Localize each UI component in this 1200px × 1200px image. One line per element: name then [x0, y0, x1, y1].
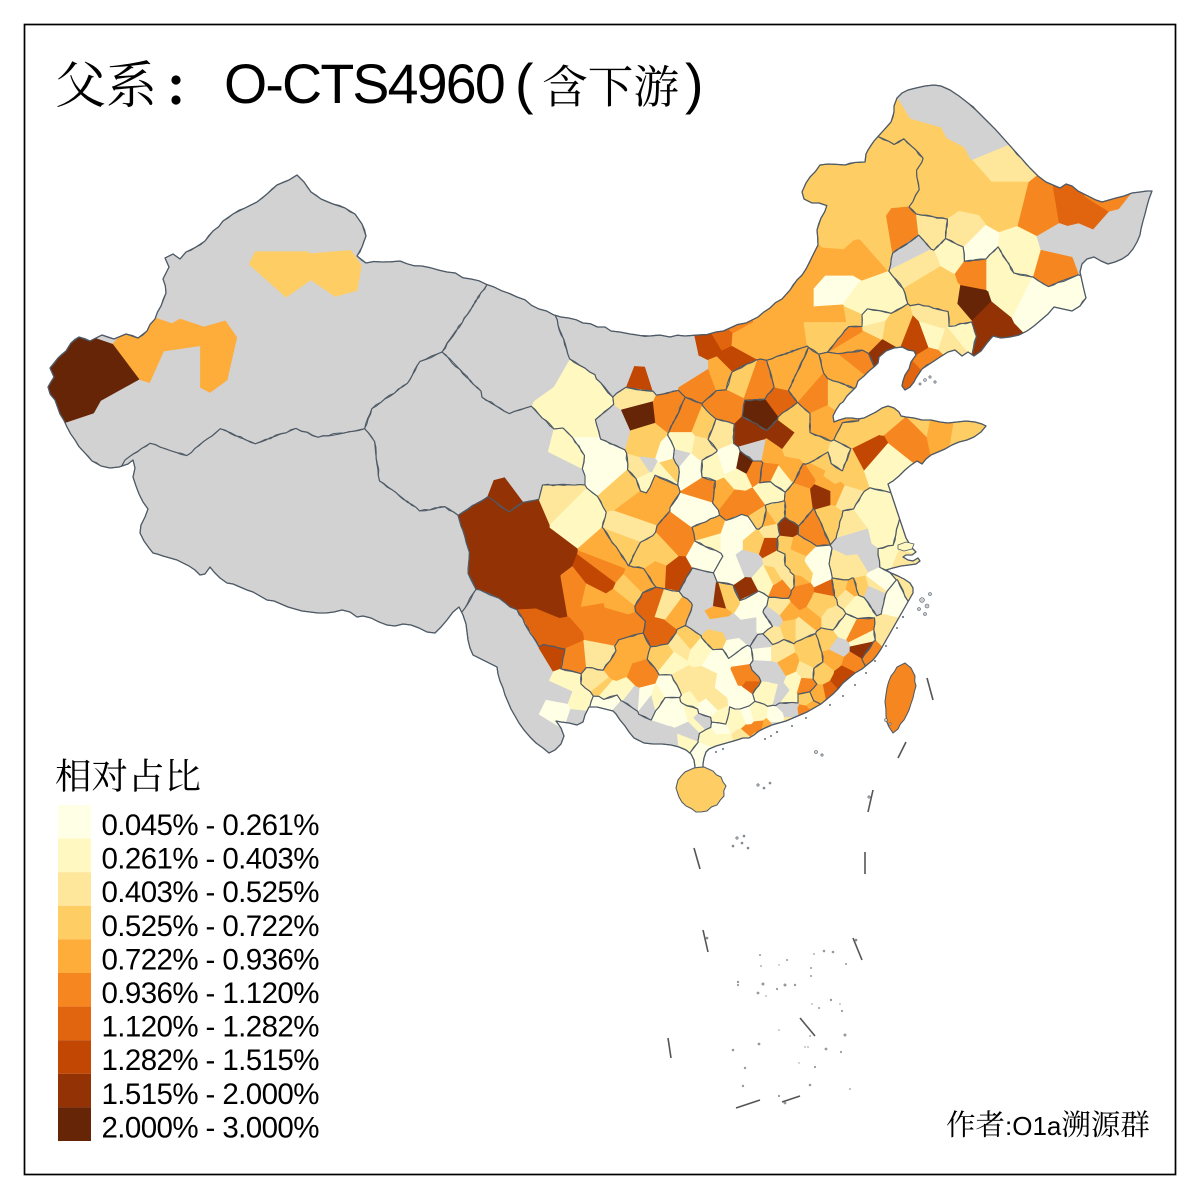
- svg-text:0.261% - 0.403%: 0.261% - 0.403%: [102, 843, 320, 876]
- svg-text:(: (: [515, 53, 534, 115]
- svg-text::O1a: :O1a: [1005, 1111, 1062, 1141]
- svg-text:O-CTS4960: O-CTS4960: [224, 53, 504, 115]
- svg-text:2.000% - 3.000%: 2.000% - 3.000%: [102, 1111, 320, 1144]
- svg-text:0.045% - 0.261%: 0.045% - 0.261%: [102, 809, 320, 842]
- svg-text:0.403% - 0.525%: 0.403% - 0.525%: [102, 876, 320, 909]
- svg-text:0.722% - 0.936%: 0.722% - 0.936%: [102, 943, 320, 976]
- svg-text:0.936% - 1.120%: 0.936% - 1.120%: [102, 977, 320, 1010]
- svg-text:1.515% - 2.000%: 1.515% - 2.000%: [102, 1078, 320, 1111]
- svg-text:): ): [685, 53, 703, 115]
- svg-text:1.120% - 1.282%: 1.120% - 1.282%: [102, 1011, 320, 1044]
- svg-text:0.525% - 0.722%: 0.525% - 0.722%: [102, 910, 320, 943]
- svg-text:1.282% - 1.515%: 1.282% - 1.515%: [102, 1044, 320, 1077]
